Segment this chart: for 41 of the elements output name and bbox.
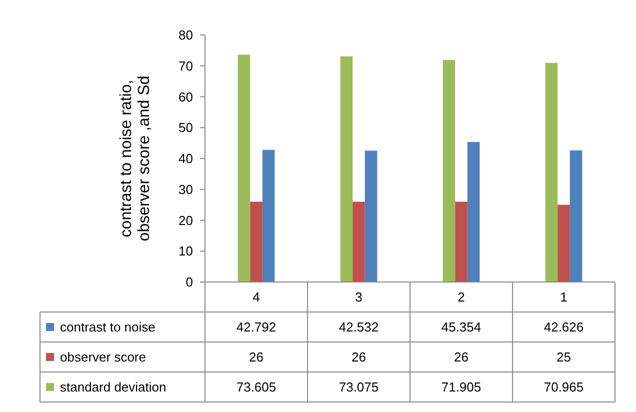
data-label: 45.354 — [441, 320, 482, 335]
legend-label: observer score — [60, 350, 146, 365]
bar — [570, 150, 582, 282]
bar — [455, 202, 468, 282]
bar — [238, 54, 250, 282]
y-tick-label: 70 — [178, 58, 193, 74]
data-label: 42.626 — [544, 320, 584, 335]
y-tick-label: 60 — [178, 89, 193, 104]
bar — [250, 202, 262, 282]
x-tick-label: 3 — [355, 290, 362, 305]
y-tick-label: 30 — [178, 182, 193, 197]
bar — [364, 150, 378, 282]
y-tick-label: 40 — [178, 151, 193, 166]
bar — [558, 204, 570, 282]
bar — [442, 60, 456, 282]
legend-label: contrast to noise — [60, 320, 156, 335]
y-axis-title: contrast to noise ratio, observer score ,and Sd — [118, 76, 153, 242]
data-label: 73.605 — [236, 380, 276, 395]
bar — [352, 202, 365, 282]
data-label: 73.075 — [338, 380, 379, 395]
data-label: 70.965 — [544, 380, 584, 395]
data-label: 25 — [556, 350, 571, 365]
x-tick-label: 1 — [560, 290, 568, 305]
y-tick-label: 10 — [178, 244, 193, 259]
data-label: 26 — [352, 350, 366, 365]
y-tick-label: 80 — [178, 28, 193, 43]
x-tick-label: 2 — [458, 290, 465, 305]
data-label: 71.905 — [441, 380, 482, 395]
bar — [262, 150, 275, 282]
y-tick-label: 0 — [186, 274, 193, 290]
data-label: 42.792 — [236, 320, 276, 335]
data-label: 26 — [454, 350, 468, 365]
y-tick-label: 50 — [178, 120, 193, 136]
bar — [467, 142, 480, 282]
x-tick-label: 4 — [252, 290, 260, 305]
data-label: 26 — [249, 350, 264, 365]
bar — [340, 56, 353, 282]
bar — [545, 62, 558, 282]
legend-label: standard deviation — [60, 380, 166, 395]
data-label: 42.532 — [338, 320, 379, 335]
y-tick-label: 20 — [178, 212, 193, 228]
